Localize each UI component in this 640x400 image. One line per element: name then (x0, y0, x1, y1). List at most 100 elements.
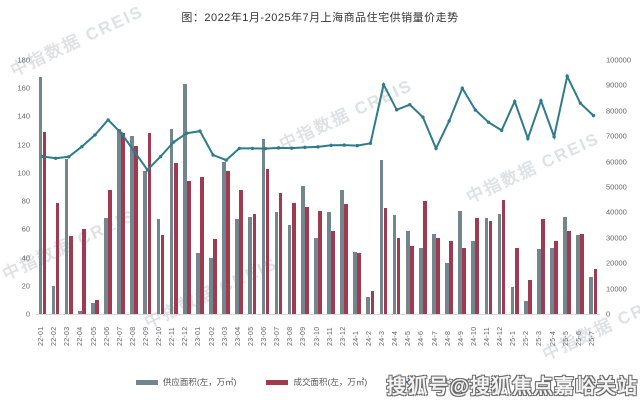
price-point (434, 146, 438, 151)
supply-bar (327, 212, 331, 314)
left-axis-tick: 0 (25, 309, 30, 319)
sales-bar (488, 220, 493, 314)
sales-bar (593, 268, 598, 314)
price-point (591, 113, 596, 118)
price-point (158, 154, 163, 159)
supply-bar (261, 139, 266, 314)
x-axis-label: 22-09 (142, 326, 150, 346)
legend-supply-label: 供应面积(左，万㎡) (162, 377, 237, 387)
left-axis-tick: 100 (17, 168, 30, 178)
legend-item-price: 成交均价(右，元/㎡) (397, 376, 504, 388)
supply-bar (248, 216, 253, 314)
price-point (276, 146, 281, 150)
supply-bar (104, 218, 108, 314)
x-axis-label: 24-6 (418, 330, 426, 346)
sales-bar (239, 189, 244, 314)
supply-bar (182, 83, 187, 314)
right-axis-tick: 60000 (606, 157, 627, 167)
supply-bar (589, 277, 594, 314)
left-axis-tick: 80 (21, 196, 30, 206)
x-axis-label: 22-08 (129, 326, 137, 346)
sales-bar (160, 234, 165, 314)
supply-bar (51, 285, 56, 314)
right-axis-tick: 20000 (606, 258, 627, 268)
supply-bar (169, 129, 174, 314)
supply-bar (536, 249, 541, 314)
x-axis-label: 25-1 (510, 330, 518, 346)
x-axis-label: 25-2 (523, 330, 531, 346)
sales-bar (68, 236, 73, 314)
x-axis-label: 23-05 (247, 326, 255, 346)
sales-bar (501, 199, 506, 314)
price-line (42, 73, 595, 172)
left-axis-tick: 120 (17, 140, 30, 150)
price-point (316, 145, 320, 149)
price-point (499, 128, 504, 133)
supply-bar (523, 301, 528, 314)
x-axis-label: 22-03 (64, 326, 72, 346)
sales-bar (514, 247, 519, 314)
x-axis-label: 25-6 (575, 330, 583, 346)
left-axis-tick: 40 (21, 253, 30, 263)
supply-bar (156, 219, 161, 314)
x-axis-label: 24-3 (379, 330, 387, 346)
price-point (394, 108, 399, 112)
supply-bar (392, 215, 397, 314)
x-axis-label: 23-11 (326, 327, 334, 346)
sales-bar (121, 133, 126, 314)
x-axis-label: 24-11 (484, 327, 491, 346)
price-point (447, 119, 451, 123)
sales-bar (541, 219, 545, 314)
price-point (565, 74, 569, 78)
supply-bar (405, 230, 410, 314)
x-axis-line (36, 314, 600, 315)
x-axis-label: 23-01 (195, 326, 203, 346)
supply-bar (550, 247, 554, 314)
right-axis-tick: 100000 (606, 55, 632, 65)
x-axis-label: 24-1 (352, 330, 360, 346)
price-point (408, 103, 412, 107)
x-axis-label: 25-7 (588, 330, 596, 346)
price-point (198, 129, 202, 133)
supply-bar (418, 247, 423, 314)
sales-bar (213, 239, 217, 314)
price-point (381, 82, 386, 87)
x-axis-label: 22-01 (38, 326, 46, 346)
x-axis-label: 23-08 (287, 326, 295, 346)
supply-bar (576, 234, 580, 314)
price-point (67, 155, 71, 159)
sales-bar (173, 163, 178, 314)
price-point (342, 143, 346, 147)
price-point (539, 98, 543, 103)
price-point (40, 154, 45, 159)
sales-bar (226, 171, 230, 314)
sales-bar (265, 168, 270, 314)
sales-bar (82, 229, 86, 314)
x-axis-label: 22-10 (156, 326, 164, 346)
supply-bar (510, 287, 515, 314)
legend: 供应面积(左，万㎡) 成交面积(左，万㎡) 成交均价(右，元/㎡) (0, 376, 640, 388)
sales-bar (42, 131, 47, 314)
left-axis-tick: 60 (21, 224, 30, 234)
price-point (185, 131, 189, 135)
supply-bar (287, 225, 292, 314)
supply-bar (353, 251, 358, 314)
x-axis-label: 25-5 (562, 330, 570, 346)
price-point (93, 133, 97, 137)
sales-bar (304, 206, 309, 314)
price-point (237, 146, 242, 151)
x-axis-label: 24-10 (470, 326, 478, 346)
supply-bar (458, 210, 462, 314)
sales-bar (449, 240, 453, 314)
price-point (106, 118, 110, 122)
supply-bar (77, 311, 82, 314)
supply-bar (195, 253, 200, 314)
supply-swatch (135, 379, 158, 385)
sohu-watermark: 搜狐号@搜狐焦点嘉峪关站 (386, 376, 638, 398)
left-axis-tick: 160 (17, 83, 30, 93)
legend-item-supply: 供应面积(左，万㎡) (135, 376, 237, 388)
supply-bar (130, 136, 135, 314)
x-axis-label: 24-12 (497, 326, 505, 346)
